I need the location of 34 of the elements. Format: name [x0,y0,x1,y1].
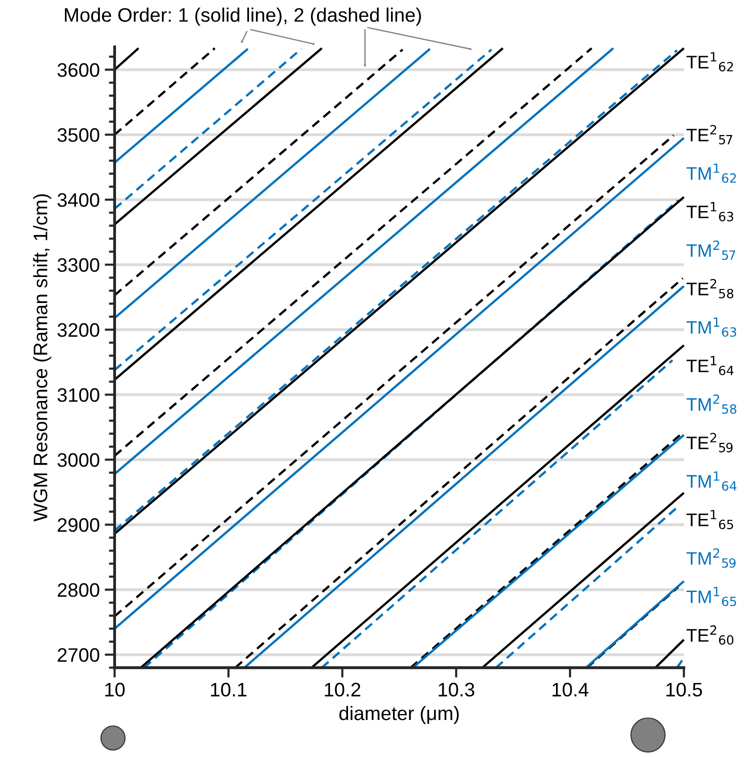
x-tick-label: 10.5 [666,682,702,697]
series-label: TE$^{1}$$_{65}$ [686,510,734,530]
y-tick-label: 2700 [58,648,100,662]
series-label: TE$^{1}$$_{62}$ [686,52,733,72]
y-tick-label: 3400 [58,193,100,207]
x-tick-label: 10.2 [324,682,360,697]
y-tick-label: 3000 [58,453,100,467]
series-label: TM$^{1}$$_{63}$ [686,318,736,337]
y-tick-label: 3100 [58,388,100,402]
x-tick-label: 10.4 [552,682,588,697]
series-label: TE$^{2}$$_{58}$ [686,278,734,298]
series-label: TE$^{2}$$_{59}$ [686,432,733,452]
series-label: TE$^{1}$$_{64}$ [686,356,734,376]
y-axis-title: WGM Resonance (Raman shift, 1/cm) [33,194,52,522]
x-axis-title: diameter (μm) [339,706,459,724]
y-tick-label: 3500 [58,128,100,142]
y-tick-label: 2800 [58,583,100,597]
x-tick-label: 10.3 [438,682,474,697]
series-label: TM$^{1}$$_{64}$ [686,471,736,491]
series-label: TM$^{2}$$_{57}$ [686,240,736,260]
y-tick-label: 3200 [58,323,100,337]
y-tick-label: 3300 [58,258,100,272]
series-label: TE$^{1}$$_{63}$ [686,202,734,222]
text: TM$^{2}$$_{59}$ [686,548,736,568]
series-label: TM$^{2}$$_{58}$ [686,394,736,414]
y-tick-label: 3600 [58,63,100,77]
y-tick-label: 2900 [58,518,100,532]
series-label: TE$^{2}$$_{60}$ [686,625,734,645]
series-label: TE$^{2}$$_{57}$ [686,124,732,144]
series-label: TM$^{1}$$_{65}$ [686,586,736,606]
text: Mode Order: 1 (solid line), 2 (dashed line) [64,8,421,26]
series-label: TM$^{1}$$_{62}$ [686,164,736,183]
x-tick-label: 10.1 [211,682,246,697]
x-tick-label: 10 [105,682,125,697]
